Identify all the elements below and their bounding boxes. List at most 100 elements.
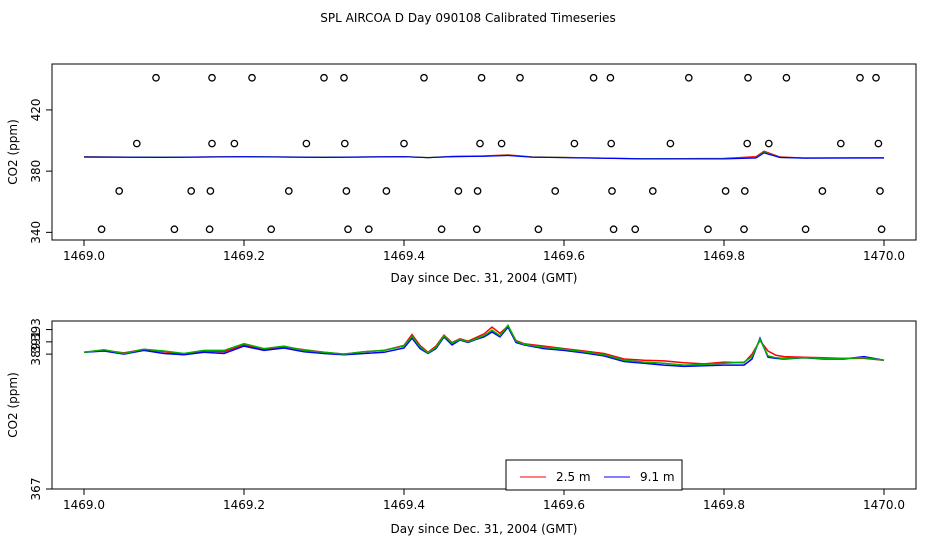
scatter-point xyxy=(454,187,463,195)
scatter-point xyxy=(534,225,543,234)
scatter-point xyxy=(437,225,446,234)
scatter-point xyxy=(472,225,481,234)
scatter-point xyxy=(302,139,311,148)
x-tick-label: 1470.0 xyxy=(863,249,905,263)
scatter-point xyxy=(208,139,216,148)
chart-title: SPL AIRCOA D Day 090108 Calibrated Times… xyxy=(320,11,615,25)
legend-box xyxy=(505,459,683,491)
x-tick-label: 1469.2 xyxy=(223,249,265,263)
scatter-point xyxy=(497,139,506,148)
legend-label-9.1m: 9.1 m xyxy=(640,470,675,484)
panel-1-lines xyxy=(83,150,885,160)
scatter-point xyxy=(874,139,883,148)
scatter-point xyxy=(420,73,428,82)
scatter-point xyxy=(208,73,216,82)
scatter-point xyxy=(856,73,864,82)
series-line-blue xyxy=(83,152,885,160)
scatter-point xyxy=(344,225,352,234)
scatter-point xyxy=(473,187,482,195)
scatter-point xyxy=(205,225,214,234)
panel-1: 1469.0 1469.2 1469.4 1469.6 1469.8 1470.0 340… xyxy=(6,63,917,285)
scatter-point xyxy=(608,187,616,195)
panel-1-x-axis: 1469.0 1469.2 1469.4 1469.6 1469.8 1470.0 xyxy=(63,239,905,263)
panel-2-xlabel: Day since Dec. 31, 2004 (GMT) xyxy=(391,522,578,536)
scatter-point xyxy=(364,225,373,234)
y-tick-label: 393 xyxy=(29,318,43,341)
y-tick-label: 380 xyxy=(29,160,43,183)
scatter-point xyxy=(477,73,486,82)
x-tick-label: 1469.6 xyxy=(543,249,585,263)
scatter-point xyxy=(382,187,391,195)
scatter-point xyxy=(230,139,239,148)
legend-label-2.5m: 2.5 m xyxy=(556,470,591,484)
scatter-point xyxy=(115,187,124,195)
x-tick-label: 1469.6 xyxy=(543,498,585,512)
scatter-point xyxy=(516,73,524,82)
series-line-2 xyxy=(83,323,885,366)
scatter-point xyxy=(267,225,276,234)
x-tick-label: 1470.0 xyxy=(863,498,905,512)
x-tick-label: 1469.8 xyxy=(703,249,745,263)
x-tick-label: 1469.0 xyxy=(63,498,105,512)
scatter-point xyxy=(782,73,791,82)
scatter-point xyxy=(876,187,884,195)
y-tick-label: 420 xyxy=(29,98,43,121)
scatter-point xyxy=(704,225,712,234)
x-tick-label: 1469.0 xyxy=(63,249,105,263)
panel-1-frame xyxy=(51,63,917,241)
legend: 2.5 m 9.1 m xyxy=(505,459,683,491)
scatter-point xyxy=(818,187,827,195)
scatter-point xyxy=(872,73,880,82)
scatter-point xyxy=(340,73,348,82)
panel-2: 1469.0 1469.2 1469.4 1469.6 1469.8 1470.0 367… xyxy=(6,318,917,536)
scatter-point xyxy=(609,225,618,234)
scatter-point xyxy=(206,187,215,195)
y-tick-label: 389 xyxy=(29,343,43,366)
panel-2-x-axis: 1469.0 1469.2 1469.4 1469.6 1469.8 1470.0 xyxy=(63,488,905,512)
panel-1-y-axis: 340 380 420 xyxy=(29,98,53,244)
panel-1-points xyxy=(97,73,886,234)
scatter-point xyxy=(187,187,196,195)
scatter-point xyxy=(284,187,293,195)
panel-2-ylabel: CO2 (ppm) xyxy=(6,372,20,438)
x-tick-label: 1469.4 xyxy=(383,498,425,512)
scatter-point xyxy=(607,139,616,148)
y-tick-label: 367 xyxy=(29,478,43,501)
panel-1-xlabel: Day since Dec. 31, 2004 (GMT) xyxy=(391,271,578,285)
scatter-point xyxy=(170,225,179,234)
scatter-point xyxy=(877,225,886,234)
y-tick-label: 340 xyxy=(29,221,43,244)
series-line-0 xyxy=(83,324,885,365)
scatter-point xyxy=(801,225,810,234)
scatter-point xyxy=(666,139,675,148)
scatter-point xyxy=(740,225,748,234)
panel-1-ylabel: CO2 (ppm) xyxy=(6,119,20,185)
scatter-point xyxy=(152,73,160,82)
scatter-point xyxy=(97,225,106,234)
scatter-point xyxy=(648,187,657,195)
x-tick-label: 1469.4 xyxy=(383,249,425,263)
scatter-point xyxy=(400,139,408,148)
panel-2-frame xyxy=(51,320,917,490)
scatter-point xyxy=(320,73,328,82)
x-tick-label: 1469.8 xyxy=(703,498,745,512)
scatter-point xyxy=(248,73,256,82)
scatter-point xyxy=(744,73,752,82)
scatter-point xyxy=(836,139,845,148)
scatter-point xyxy=(684,73,693,82)
scatter-point xyxy=(764,139,773,148)
panel-2-lines xyxy=(83,323,885,368)
scatter-point xyxy=(551,187,560,195)
scatter-point xyxy=(132,139,141,148)
x-tick-label: 1469.2 xyxy=(223,498,265,512)
scatter-point xyxy=(340,139,349,148)
scatter-point xyxy=(570,139,579,148)
scatter-point xyxy=(606,73,615,82)
y-tick-label: 391 xyxy=(29,330,43,353)
scatter-point xyxy=(631,225,640,234)
scatter-point xyxy=(721,187,730,195)
scatter-point xyxy=(740,187,749,195)
scatter-point xyxy=(342,187,351,195)
